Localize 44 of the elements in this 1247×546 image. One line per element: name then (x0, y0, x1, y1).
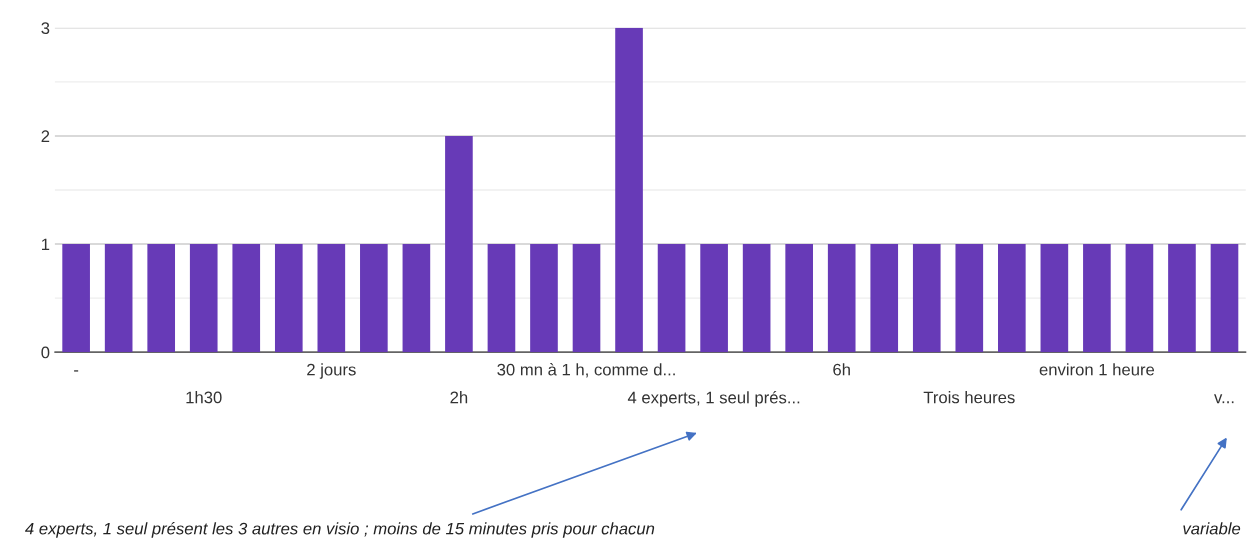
bar (530, 244, 558, 353)
bar (189, 244, 218, 353)
text: variable (1183, 522, 1241, 535)
x-tick-label: 1h30 (186, 391, 222, 404)
bar (317, 244, 346, 353)
bar (615, 27, 643, 353)
bar (912, 244, 941, 353)
y-tick-label: 3 (41, 22, 50, 35)
bar (274, 244, 303, 353)
bar (742, 244, 771, 353)
bar (62, 244, 90, 353)
bar (657, 244, 686, 353)
bar (104, 244, 133, 353)
bar (147, 244, 176, 353)
y-tick-label: 0 (41, 346, 50, 359)
bar (998, 244, 1026, 353)
bar (700, 244, 728, 353)
x-tick-label: 6h (833, 363, 850, 376)
bar (487, 244, 516, 353)
x-tick-label: - (74, 370, 79, 372)
x-tick-label: v... (1214, 394, 1234, 404)
bar (1083, 244, 1111, 353)
bar (1040, 244, 1069, 353)
bar (402, 244, 431, 353)
y-tick-label: 2 (41, 130, 50, 142)
bar (1168, 244, 1196, 353)
bar (955, 244, 984, 353)
x-tick-label: 4 experts, 1 seul prés... (627, 391, 800, 407)
bar (870, 244, 899, 353)
bar (785, 244, 813, 353)
y-tick-label: 1 (42, 238, 50, 251)
text: 4 experts, 1 seul présent les 3 autres en visio ; moins de 15 minutes pris pour chacun (25, 522, 655, 538)
bar (360, 244, 388, 353)
bar (1210, 244, 1239, 353)
bar (445, 135, 473, 353)
x-tick-label: 2 jours (307, 363, 356, 379)
x-tick-label: environ 1 heure (1039, 363, 1155, 376)
x-tick-label: 2h (450, 391, 468, 404)
bar (572, 244, 601, 353)
bar (1125, 244, 1154, 353)
bar (827, 244, 856, 353)
bar (232, 244, 261, 353)
x-tick-label: Trois heures (923, 391, 1015, 404)
x-tick-label: 30 mn à 1 h, comme d... (497, 363, 675, 378)
